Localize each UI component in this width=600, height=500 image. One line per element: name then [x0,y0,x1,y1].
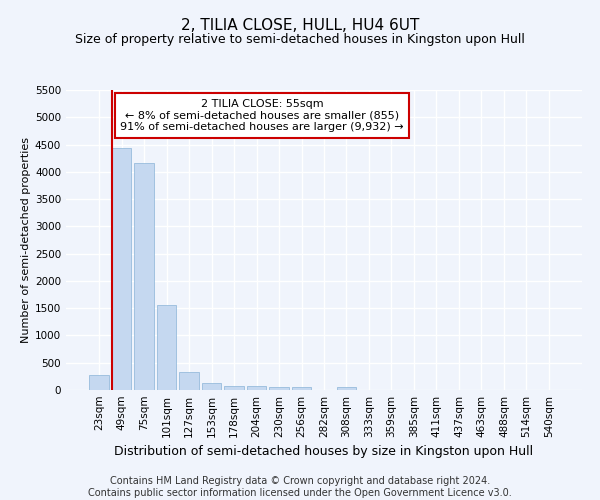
Bar [202,383,221,390]
Bar [89,374,109,390]
Bar [269,386,289,390]
X-axis label: Distribution of semi-detached houses by size in Kingston upon Hull: Distribution of semi-detached houses by … [115,446,533,458]
Bar [112,148,131,390]
Bar [224,386,244,390]
Y-axis label: Number of semi-detached properties: Number of semi-detached properties [21,137,31,343]
Text: Contains HM Land Registry data © Crown copyright and database right 2024.
Contai: Contains HM Land Registry data © Crown c… [88,476,512,498]
Bar [157,305,176,390]
Bar [134,163,154,390]
Bar [337,386,356,390]
Bar [292,386,311,390]
Text: Size of property relative to semi-detached houses in Kingston upon Hull: Size of property relative to semi-detach… [75,32,525,46]
Bar [179,372,199,390]
Text: 2, TILIA CLOSE, HULL, HU4 6UT: 2, TILIA CLOSE, HULL, HU4 6UT [181,18,419,32]
Bar [247,386,266,390]
Text: 2 TILIA CLOSE: 55sqm
← 8% of semi-detached houses are smaller (855)
91% of semi-: 2 TILIA CLOSE: 55sqm ← 8% of semi-detach… [120,99,404,132]
